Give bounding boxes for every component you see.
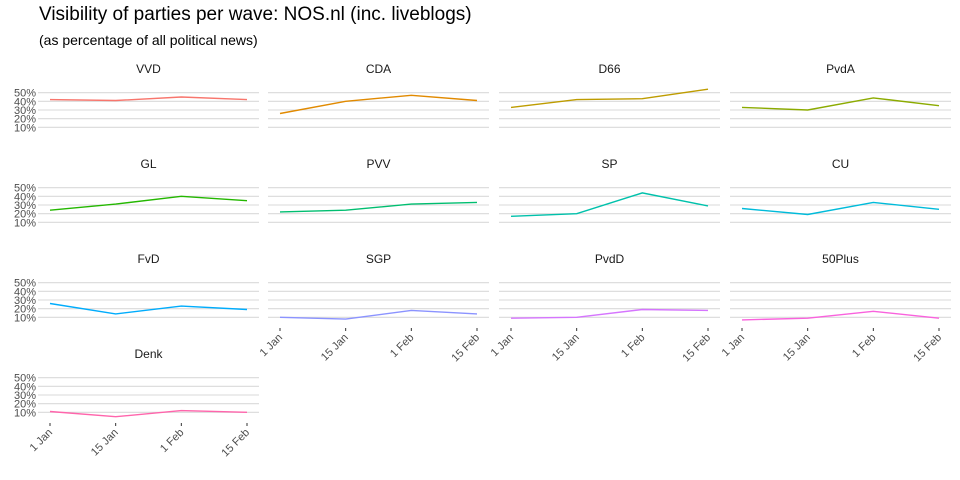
y-tick-label: 20% <box>14 209 36 221</box>
series-line-cda <box>279 94 478 115</box>
y-tick-label: 50% <box>14 373 36 385</box>
y-tick-label: 20% <box>14 304 36 316</box>
panel-title-gl: GL <box>140 157 156 171</box>
y-tick-label: 40% <box>14 286 36 298</box>
y-tick-label: 10% <box>14 312 36 324</box>
panel-title-cu: CU <box>832 157 849 171</box>
x-tick-label: 15 Feb <box>911 332 944 365</box>
x-tick-label: 1 Jan <box>28 427 56 455</box>
x-tick-label: 1 Feb <box>850 332 878 360</box>
x-tick-label: 15 Jan <box>550 332 582 364</box>
series-line-denk <box>49 409 248 418</box>
x-tick-label: 15 Feb <box>449 332 482 365</box>
x-tick-label: 1 Jan <box>489 332 517 360</box>
panel-title-vvd: VVD <box>136 62 161 76</box>
x-tick-label: 15 Jan <box>89 427 121 459</box>
chart-subtitle: (as percentage of all political news) <box>39 32 258 48</box>
y-tick-label: 30% <box>14 200 36 212</box>
y-tick-label: 30% <box>14 105 36 117</box>
x-tick-label: 1 Jan <box>258 332 286 360</box>
series-line-cu <box>741 201 940 216</box>
y-tick-label: 40% <box>14 96 36 108</box>
y-tick-label: 30% <box>14 390 36 402</box>
panel-title-cda: CDA <box>366 62 391 76</box>
series-line-50plus <box>741 310 940 321</box>
y-tick-label: 50% <box>14 278 36 290</box>
panel-title-sp: SP <box>601 157 617 171</box>
y-tick-label: 40% <box>14 381 36 393</box>
series-line-fvd <box>49 302 248 315</box>
panel-title-50plus: 50Plus <box>822 252 859 266</box>
panel-title-pvda: PvdA <box>826 62 855 76</box>
series-line-sp <box>510 192 709 217</box>
x-tick-label: 15 Jan <box>319 332 351 364</box>
series-line-pvda <box>741 97 940 111</box>
x-tick-label: 15 Feb <box>219 427 252 460</box>
x-tick-label: 1 Jan <box>720 332 748 360</box>
x-tick-label: 15 Feb <box>680 332 713 365</box>
panel-title-pvdd: PvdD <box>595 252 625 266</box>
panel-title-denk: Denk <box>134 347 163 361</box>
y-tick-label: 20% <box>14 399 36 411</box>
y-tick-label: 50% <box>14 183 36 195</box>
y-tick-label: 10% <box>14 407 36 419</box>
x-tick-label: 1 Feb <box>619 332 647 360</box>
x-tick-label: 1 Feb <box>158 427 186 455</box>
series-line-gl <box>49 195 248 211</box>
series-line-d66 <box>510 88 709 109</box>
panel-title-sgp: SGP <box>366 252 391 266</box>
chart-title: Visibility of parties per wave: NOS.nl (… <box>39 4 472 25</box>
panel-title-d66: D66 <box>598 62 620 76</box>
x-tick-label: 1 Feb <box>388 332 416 360</box>
y-tick-label: 50% <box>14 88 36 100</box>
series-line-sgp <box>279 309 478 320</box>
y-tick-label: 40% <box>14 191 36 203</box>
y-tick-label: 30% <box>14 295 36 307</box>
series-line-pvdd <box>510 308 709 319</box>
y-tick-label: 20% <box>14 114 36 126</box>
panel-title-fvd: FvD <box>138 252 160 266</box>
panel-title-pvv: PVV <box>366 157 390 171</box>
y-tick-label: 10% <box>14 122 36 134</box>
y-tick-label: 10% <box>14 217 36 229</box>
series-line-pvv <box>279 201 478 213</box>
series-line-vvd <box>49 96 248 102</box>
x-tick-label: 15 Jan <box>781 332 813 364</box>
